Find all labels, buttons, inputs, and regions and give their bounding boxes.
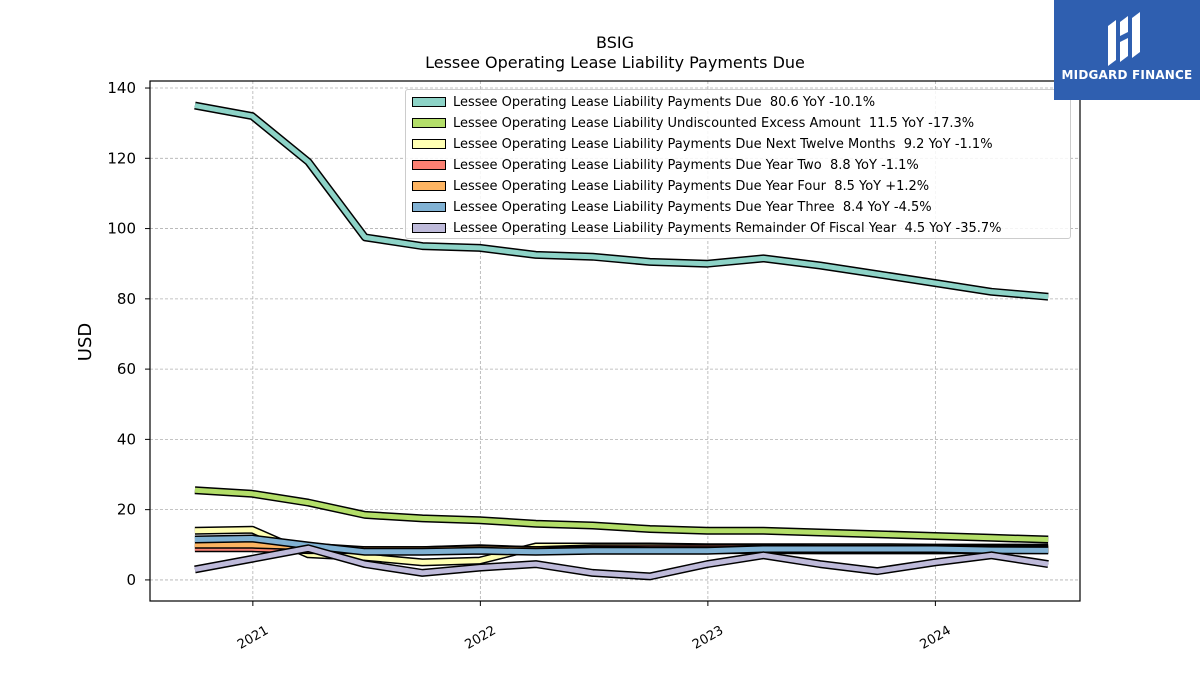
series-line bbox=[194, 103, 1049, 300]
series-line bbox=[194, 536, 1049, 555]
legend-label: Lessee Operating Lease Liability Undisco… bbox=[453, 115, 975, 131]
legend-swatch bbox=[412, 118, 446, 128]
y-tick-label: 20 bbox=[117, 501, 136, 519]
x-tick-label: 2022 bbox=[463, 623, 499, 653]
legend-swatch bbox=[412, 139, 446, 149]
legend-label: Lessee Operating Lease Liability Payment… bbox=[453, 94, 876, 110]
legend-item: Lessee Operating Lease Liability Payment… bbox=[412, 176, 929, 196]
x-tick-label: 2021 bbox=[235, 623, 271, 653]
legend-swatch bbox=[412, 181, 446, 191]
y-tick-label: 80 bbox=[117, 290, 136, 308]
y-tick-label: 100 bbox=[107, 220, 136, 238]
series-line bbox=[194, 487, 1049, 542]
legend-label: Lessee Operating Lease Liability Payment… bbox=[453, 178, 930, 194]
series-line bbox=[194, 545, 1049, 579]
logo-text: MIDGARD FINANCE bbox=[1061, 68, 1193, 82]
legend-label: Lessee Operating Lease Liability Payment… bbox=[453, 157, 919, 173]
brand-logo: MIDGARD FINANCE bbox=[1054, 0, 1200, 100]
chart-legend: Lessee Operating Lease Liability Payment… bbox=[405, 89, 1071, 239]
y-tick-label: 140 bbox=[107, 79, 136, 97]
legend-swatch bbox=[412, 97, 446, 107]
legend-swatch bbox=[412, 160, 446, 170]
legend-label: Lessee Operating Lease Liability Payment… bbox=[453, 136, 993, 152]
legend-label: Lessee Operating Lease Liability Payment… bbox=[453, 220, 1002, 236]
legend-label: Lessee Operating Lease Liability Payment… bbox=[453, 199, 932, 215]
legend-swatch bbox=[412, 202, 446, 212]
legend-item: Lessee Operating Lease Liability Payment… bbox=[412, 218, 1002, 238]
y-axis-ticks: 0 20 40 60 80 100 120 140 bbox=[107, 79, 150, 589]
legend-item: Lessee Operating Lease Liability Payment… bbox=[412, 134, 993, 154]
chart-subtitle: Lessee Operating Lease Liability Payment… bbox=[425, 53, 805, 72]
legend-item: Lessee Operating Lease Liability Undisco… bbox=[412, 113, 974, 133]
x-axis-ticks: 2021 2022 2023 2024 bbox=[235, 601, 954, 653]
y-tick-label: 0 bbox=[126, 571, 136, 589]
series-line-outline bbox=[194, 486, 1049, 544]
chart-title: BSIG bbox=[596, 33, 634, 52]
midgard-logo-icon bbox=[1108, 12, 1140, 66]
plot-frame bbox=[149, 80, 1081, 602]
x-tick-label: 2023 bbox=[690, 623, 726, 653]
y-tick-label: 120 bbox=[107, 149, 136, 167]
legend-item: Lessee Operating Lease Liability Payment… bbox=[412, 197, 932, 217]
legend-item: Lessee Operating Lease Liability Payment… bbox=[412, 155, 919, 175]
y-axis-label: USD bbox=[75, 323, 96, 361]
y-tick-label: 60 bbox=[117, 360, 136, 378]
legend-swatch bbox=[412, 223, 446, 233]
x-tick-label: 2024 bbox=[918, 623, 954, 653]
series-layer bbox=[194, 101, 1049, 581]
legend-item: Lessee Operating Lease Liability Payment… bbox=[412, 92, 875, 112]
y-tick-label: 40 bbox=[117, 430, 136, 448]
